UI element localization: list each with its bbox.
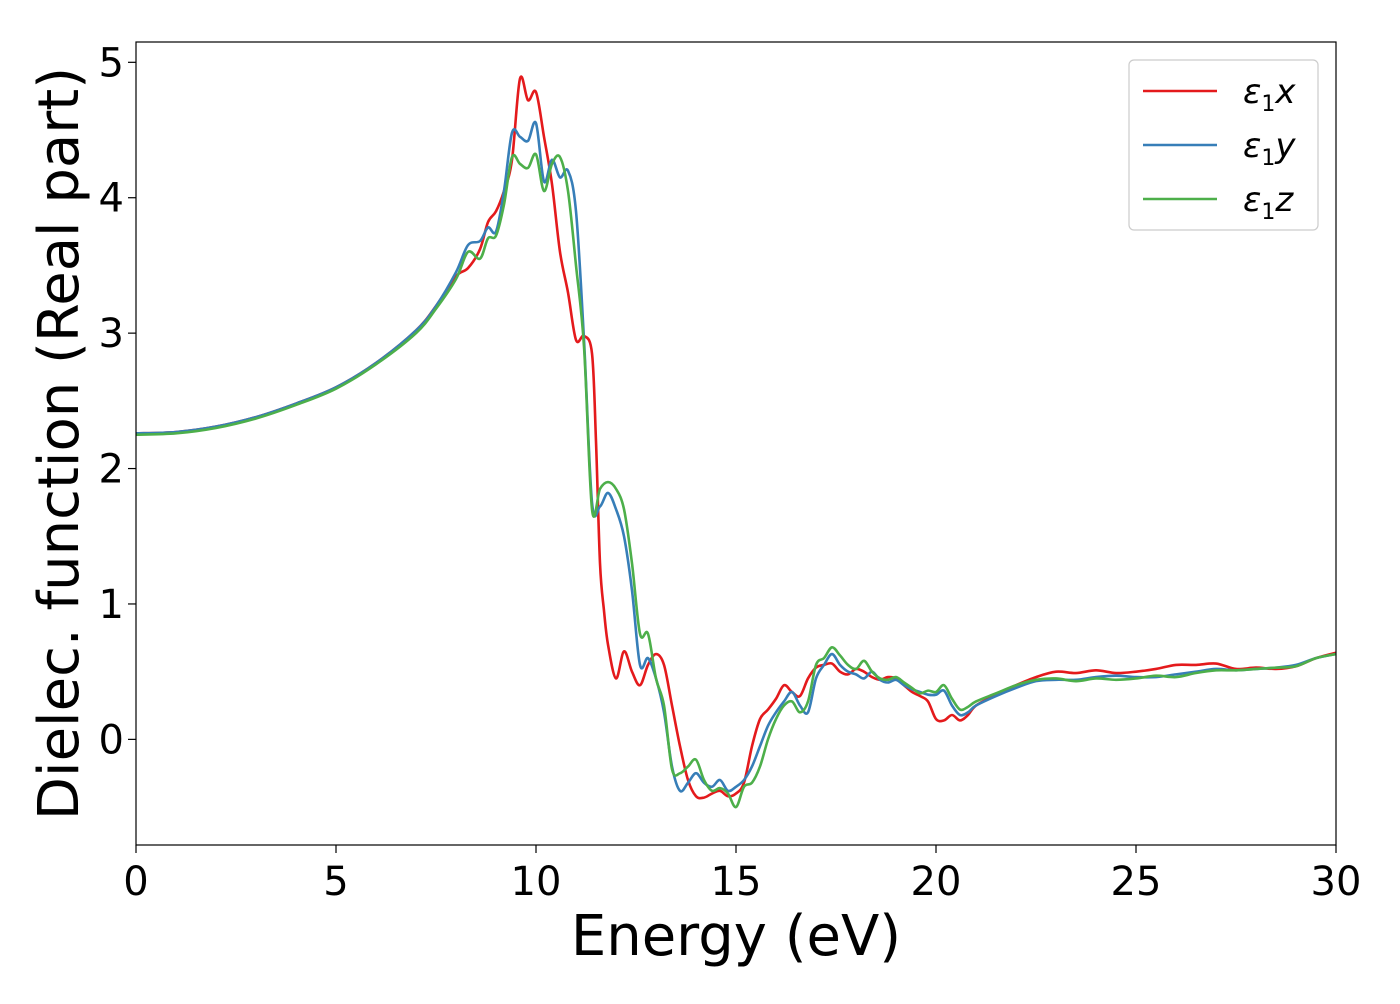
x-tick-label: 20 bbox=[911, 859, 962, 905]
series-line-y bbox=[136, 120, 1336, 793]
x-tick-label: 5 bbox=[323, 859, 348, 905]
series-layer bbox=[136, 75, 1336, 809]
legend: ε1x ε1y ε1z bbox=[1128, 59, 1319, 231]
legend-label: ε1z bbox=[1243, 180, 1294, 225]
legend-label: ε1y bbox=[1243, 126, 1296, 171]
y-tick-label: 0 bbox=[99, 717, 124, 763]
x-tick-label: 10 bbox=[511, 859, 562, 905]
x-tick-label: 0 bbox=[123, 859, 148, 905]
x-axis-label: Energy (eV) bbox=[571, 904, 901, 969]
y-axis-label: Dielec. function (Real part) bbox=[27, 67, 92, 820]
legend-items: ε1x ε1y ε1z bbox=[1143, 72, 1296, 225]
legend-item-x: ε1x bbox=[1143, 72, 1296, 117]
x-tick-label: 30 bbox=[1311, 859, 1362, 905]
y-tick-label: 5 bbox=[99, 40, 124, 86]
legend-item-y: ε1y bbox=[1143, 126, 1296, 171]
ticks-layer: 0 5 10 15 20 25 30 0 1 2 3 4 5 bbox=[99, 40, 1362, 905]
legend-label: ε1x bbox=[1243, 72, 1296, 117]
legend-item-z: ε1z bbox=[1143, 180, 1294, 225]
y-tick-label: 4 bbox=[99, 176, 124, 222]
series-line-z bbox=[136, 152, 1336, 809]
y-tick-label: 2 bbox=[99, 447, 124, 493]
y-tick-label: 1 bbox=[99, 582, 124, 628]
x-tick-label: 15 bbox=[711, 859, 762, 905]
y-tick-label: 3 bbox=[99, 311, 124, 357]
x-tick-label: 25 bbox=[1111, 859, 1162, 905]
legend-box bbox=[1128, 59, 1319, 231]
